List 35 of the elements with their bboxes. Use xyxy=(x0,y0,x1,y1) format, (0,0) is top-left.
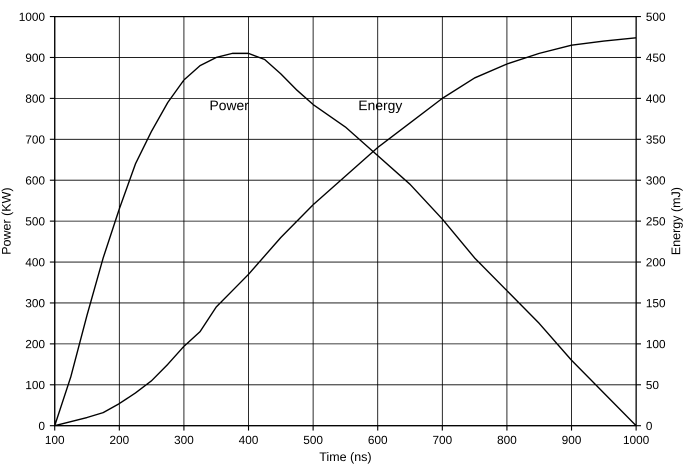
y-tick-label: 600 xyxy=(26,176,45,185)
x-tick-label: 700 xyxy=(433,436,452,444)
x-axis-title: Time (ns) xyxy=(320,452,371,464)
y2-tick-label: 0 xyxy=(646,422,652,430)
y2-tick-label: 100 xyxy=(646,340,666,348)
y-tick-label: 700 xyxy=(26,135,45,144)
y-tick-label: 400 xyxy=(26,258,45,266)
x-tick-label: 800 xyxy=(498,436,516,444)
x-tick-label: 500 xyxy=(304,436,323,444)
y2-tick-label: 400 xyxy=(646,94,666,103)
x-tick-label: 900 xyxy=(562,436,581,444)
y-tick-label: 1000 xyxy=(20,12,45,21)
y2-tick-label: 500 xyxy=(646,12,666,21)
y2-tick-label: 200 xyxy=(646,258,666,266)
y-tick-label: 300 xyxy=(26,298,45,308)
y-tick-label: 900 xyxy=(26,54,45,62)
y2-tick-label: 150 xyxy=(646,298,666,308)
y2-tick-label: 50 xyxy=(646,380,659,390)
y2-tick-label: 350 xyxy=(646,135,666,144)
y-tick-label: 200 xyxy=(26,340,45,348)
y-axis-title: Power (KW) xyxy=(2,188,14,254)
y-tick-label: 800 xyxy=(26,94,45,103)
y-tick-label: 500 xyxy=(26,217,45,226)
x-tick-label: 100 xyxy=(46,436,64,444)
x-tick-label: 600 xyxy=(368,436,388,444)
x-tick-label: 300 xyxy=(174,436,194,444)
x-tick-label: 1000 xyxy=(624,436,649,444)
y2-tick-label: 250 xyxy=(646,217,666,226)
y-tick-label: 0 xyxy=(38,422,45,430)
y2-tick-label: 450 xyxy=(646,54,666,62)
y2-axis-title: Energy (mJ) xyxy=(671,188,683,254)
y2-tick-label: 300 xyxy=(646,176,666,185)
y-tick-label: 100 xyxy=(26,380,45,390)
x-tick-label: 200 xyxy=(110,436,129,444)
x-tick-label: 400 xyxy=(238,436,258,444)
